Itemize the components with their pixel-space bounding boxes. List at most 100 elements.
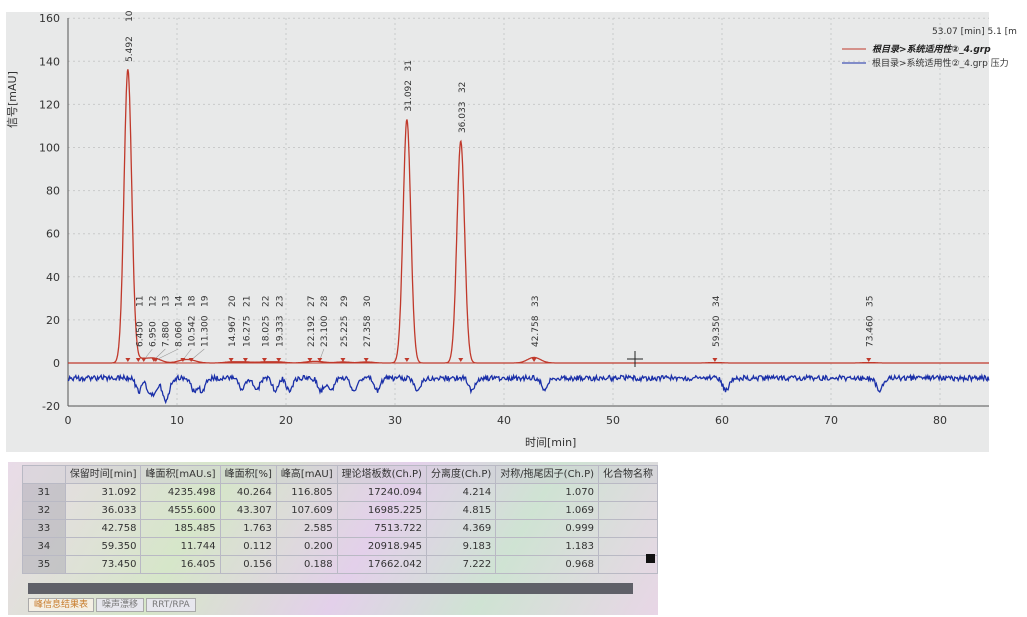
y-tick-label: 40	[46, 271, 60, 284]
peak-id-label: 13	[161, 296, 171, 307]
pressure-trace	[67, 373, 990, 405]
x-tick-label: 40	[497, 414, 511, 427]
x-tick-label: 0	[65, 414, 72, 427]
table-cell: 16.405	[140, 555, 221, 574]
table-cell: 0.200	[275, 537, 338, 556]
y-tick-label: 160	[39, 12, 60, 25]
horizontal-scrollbar[interactable]	[28, 583, 633, 594]
peak-id-label: 12	[148, 296, 158, 307]
table-cell: 17240.094	[336, 483, 427, 502]
peak-id-label: 35	[866, 296, 876, 307]
peak-rt-label: 10.542	[187, 316, 197, 348]
table-row[interactable]: 32 36.033 4555.600 43.307 107.609 16985.225 4.…	[22, 501, 658, 520]
peak-marker	[125, 358, 131, 362]
x-axis-label: 时间[min]	[525, 436, 576, 449]
crosshair-cursor	[627, 351, 643, 367]
table-cell: 0.968	[495, 555, 599, 574]
y-tick-label: -20	[42, 400, 60, 413]
peak-id-label: 18	[187, 295, 197, 307]
peak-marker	[340, 358, 346, 362]
peak-marker	[317, 358, 323, 362]
peak-rt-label: 23.100	[320, 315, 330, 347]
table-cell: 4235.498	[140, 483, 221, 502]
row-number: 35	[22, 555, 66, 574]
peak-marker	[135, 358, 141, 362]
signal-trace	[68, 69, 989, 364]
peak-id-label: 34	[712, 295, 722, 307]
peak-results-table-panel: 保留时间[min] 峰面积[mAU.s] 峰面积[%] 峰高[mAU] 理论塔板数(Ch…	[8, 462, 658, 615]
table-cell: 0.188	[275, 555, 338, 574]
chromatogram-chart: -20 0 20 40 60 80 100 120 140 160 0 10 20 30 40 50 60 70 8…	[6, 10, 1017, 452]
table-cell: 36.033	[64, 501, 142, 520]
table-cell: 1.763	[219, 519, 277, 538]
tab-2[interactable]: RRT/RPA	[146, 598, 196, 612]
vertical-scrollbar[interactable]	[646, 462, 656, 615]
peak-marker	[866, 358, 872, 362]
table-cell: 11.744	[140, 537, 221, 556]
x-tick-label: 70	[824, 414, 838, 427]
peak-id-label: 28	[320, 295, 330, 307]
y-tick-label: 100	[39, 142, 60, 155]
table-cell: 0.156	[219, 555, 277, 574]
table-cell: 0.999	[495, 519, 599, 538]
peak-id-label: 10	[125, 10, 135, 22]
y-tick-label: 140	[39, 55, 60, 68]
table-row[interactable]: 33 42.758 185.485 1.763 2.585 7513.722 4.369 0.…	[22, 519, 658, 538]
table-cell: 40.264	[219, 483, 277, 502]
column-header[interactable]: 对称/拖尾因子(Ch.P)	[495, 465, 599, 484]
peak-rt-label: 22.192	[307, 316, 317, 348]
peak-id-label: 21	[242, 296, 252, 307]
peak-marker	[188, 358, 194, 362]
peak-results-table: 保留时间[min] 峰面积[mAU.s] 峰面积[%] 峰高[mAU] 理论塔板数(Ch…	[22, 465, 658, 574]
x-tick-label: 60	[715, 414, 729, 427]
peak-rt-label: 7.880	[161, 321, 171, 347]
peak-rt-label: 6.450	[135, 321, 145, 347]
column-header[interactable]: 峰面积[mAU.s]	[140, 465, 221, 484]
table-cell: 4555.600	[140, 501, 221, 520]
peak-id-label: 29	[340, 295, 350, 307]
column-header[interactable]: 峰高[mAU]	[275, 465, 338, 484]
table-cell: 7513.722	[336, 519, 427, 538]
column-header[interactable]: 理论塔板数(Ch.P)	[336, 465, 427, 484]
peak-marker	[228, 358, 234, 362]
peak-rt-label: 31.092	[404, 80, 414, 112]
tab-1[interactable]: 噪声漂移	[96, 598, 145, 612]
peak-marker	[531, 358, 537, 362]
table-cell: 4.369	[425, 519, 497, 538]
tab-0[interactable]: 峰信息结果表	[28, 598, 95, 612]
legend-pressure: 根目录>系统适用性②_4.grp 压力	[872, 57, 1009, 69]
peak-rt-label: 8.060	[174, 321, 184, 347]
peak-id-label: 30	[363, 295, 373, 307]
y-tick-label: 20	[46, 314, 60, 327]
chart-background	[6, 12, 989, 452]
table-row[interactable]: 34 59.350 11.744 0.112 0.200 20918.945 9.183 1.…	[22, 537, 658, 556]
y-tick-label: 120	[39, 98, 60, 111]
y-tick-label: 80	[46, 185, 60, 198]
peak-rt-label: 11.300	[200, 315, 210, 347]
table-cell: 9.183	[425, 537, 497, 556]
peak-id-label: 32	[458, 82, 468, 93]
peak-rt-label: 6.950	[148, 321, 158, 347]
table-cell: 73.450	[64, 555, 142, 574]
table-cell: 4.815	[425, 501, 497, 520]
table-cell: 2.585	[275, 519, 338, 538]
peak-rt-label: 19.333	[276, 316, 286, 348]
column-header[interactable]: 峰面积[%]	[219, 465, 277, 484]
peak-rt-label: 73.460	[866, 315, 876, 347]
peak-id-label: 14	[174, 295, 184, 307]
peak-id-label: 19	[200, 295, 210, 307]
peak-marker	[153, 358, 159, 362]
column-header[interactable]: 保留时间[min]	[64, 465, 142, 484]
x-tick-label: 50	[606, 414, 620, 427]
peak-rt-label: 59.350	[712, 315, 722, 347]
table-cell: 107.609	[275, 501, 338, 520]
column-header[interactable]	[22, 465, 66, 484]
peak-rt-label: 25.225	[340, 316, 350, 348]
table-cell: 1.070	[495, 483, 599, 502]
x-tick-label: 80	[933, 414, 947, 427]
peak-marker	[261, 358, 267, 362]
table-row[interactable]: 31 31.092 4235.498 40.264 116.805 17240.094 4.…	[22, 483, 658, 502]
table-row[interactable]: 35 73.450 16.405 0.156 0.188 17662.042 7.222 0.…	[22, 555, 658, 574]
x-tick-label: 10	[170, 414, 184, 427]
column-header[interactable]: 分离度(Ch.P)	[425, 465, 497, 484]
